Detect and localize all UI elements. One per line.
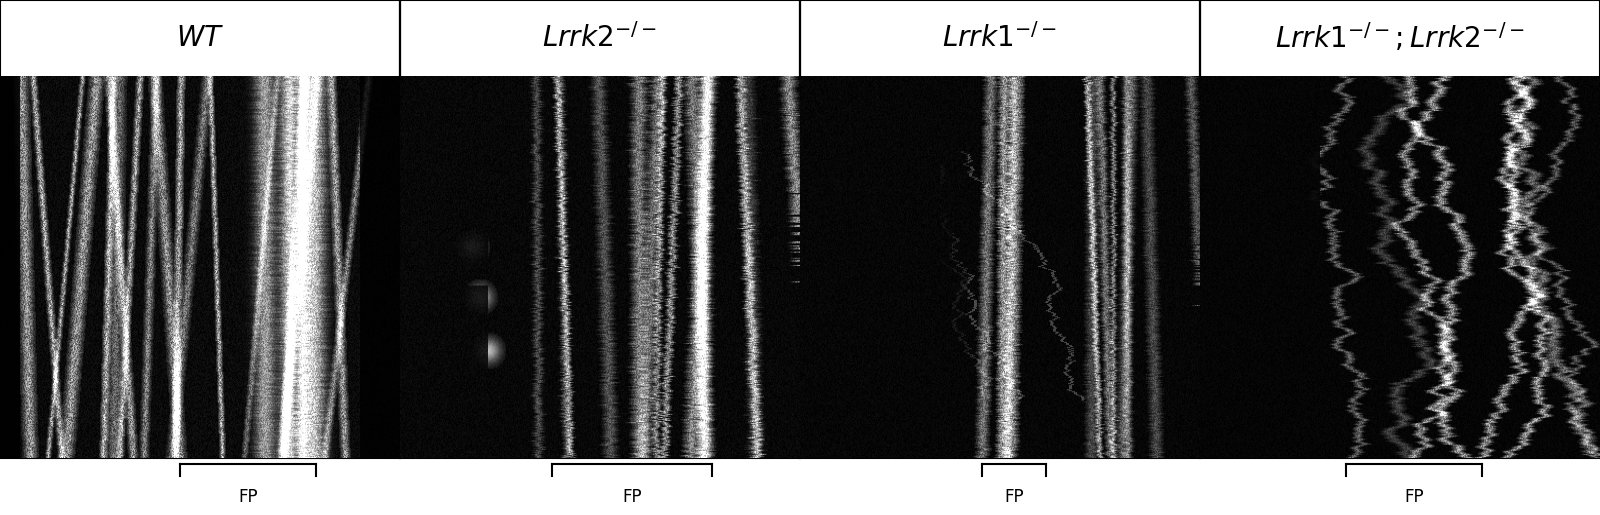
Polygon shape [485,361,520,372]
Bar [1200,0,1600,76]
Polygon shape [485,167,520,179]
Text: FP: FP [1405,488,1424,506]
Text: 50 μm: 50 μm [1346,425,1386,438]
Text: $\mathit{Lrrk1^{-/-}; Lrrk2^{-/-}}$: $\mathit{Lrrk1^{-/-}; Lrrk2^{-/-}}$ [1275,21,1525,54]
Text: FP: FP [1005,488,1024,506]
Text: FP: FP [622,488,642,506]
Polygon shape [1261,143,1296,154]
Bar [0,0,400,76]
Polygon shape [477,217,512,229]
Bar [400,0,800,76]
Text: FP: FP [238,488,258,506]
Polygon shape [1277,346,1312,357]
Bar [0,0,400,458]
Polygon shape [1242,206,1277,217]
Text: A: A [13,84,29,104]
Polygon shape [480,265,515,277]
Polygon shape [874,296,909,307]
Polygon shape [893,174,928,185]
Text: $\mathit{Lrrk1^{-/-}}$: $\mathit{Lrrk1^{-/-}}$ [942,23,1058,53]
Bar [800,0,1200,458]
Text: P: P [13,357,29,377]
Bar [800,0,1200,76]
Bar [1200,0,1600,458]
Bar [400,0,800,458]
Text: $\mathit{WT}$: $\mathit{WT}$ [176,24,224,52]
Text: $\mathit{Lrrk2^{-/-}}$: $\mathit{Lrrk2^{-/-}}$ [542,23,658,53]
Polygon shape [485,315,520,326]
